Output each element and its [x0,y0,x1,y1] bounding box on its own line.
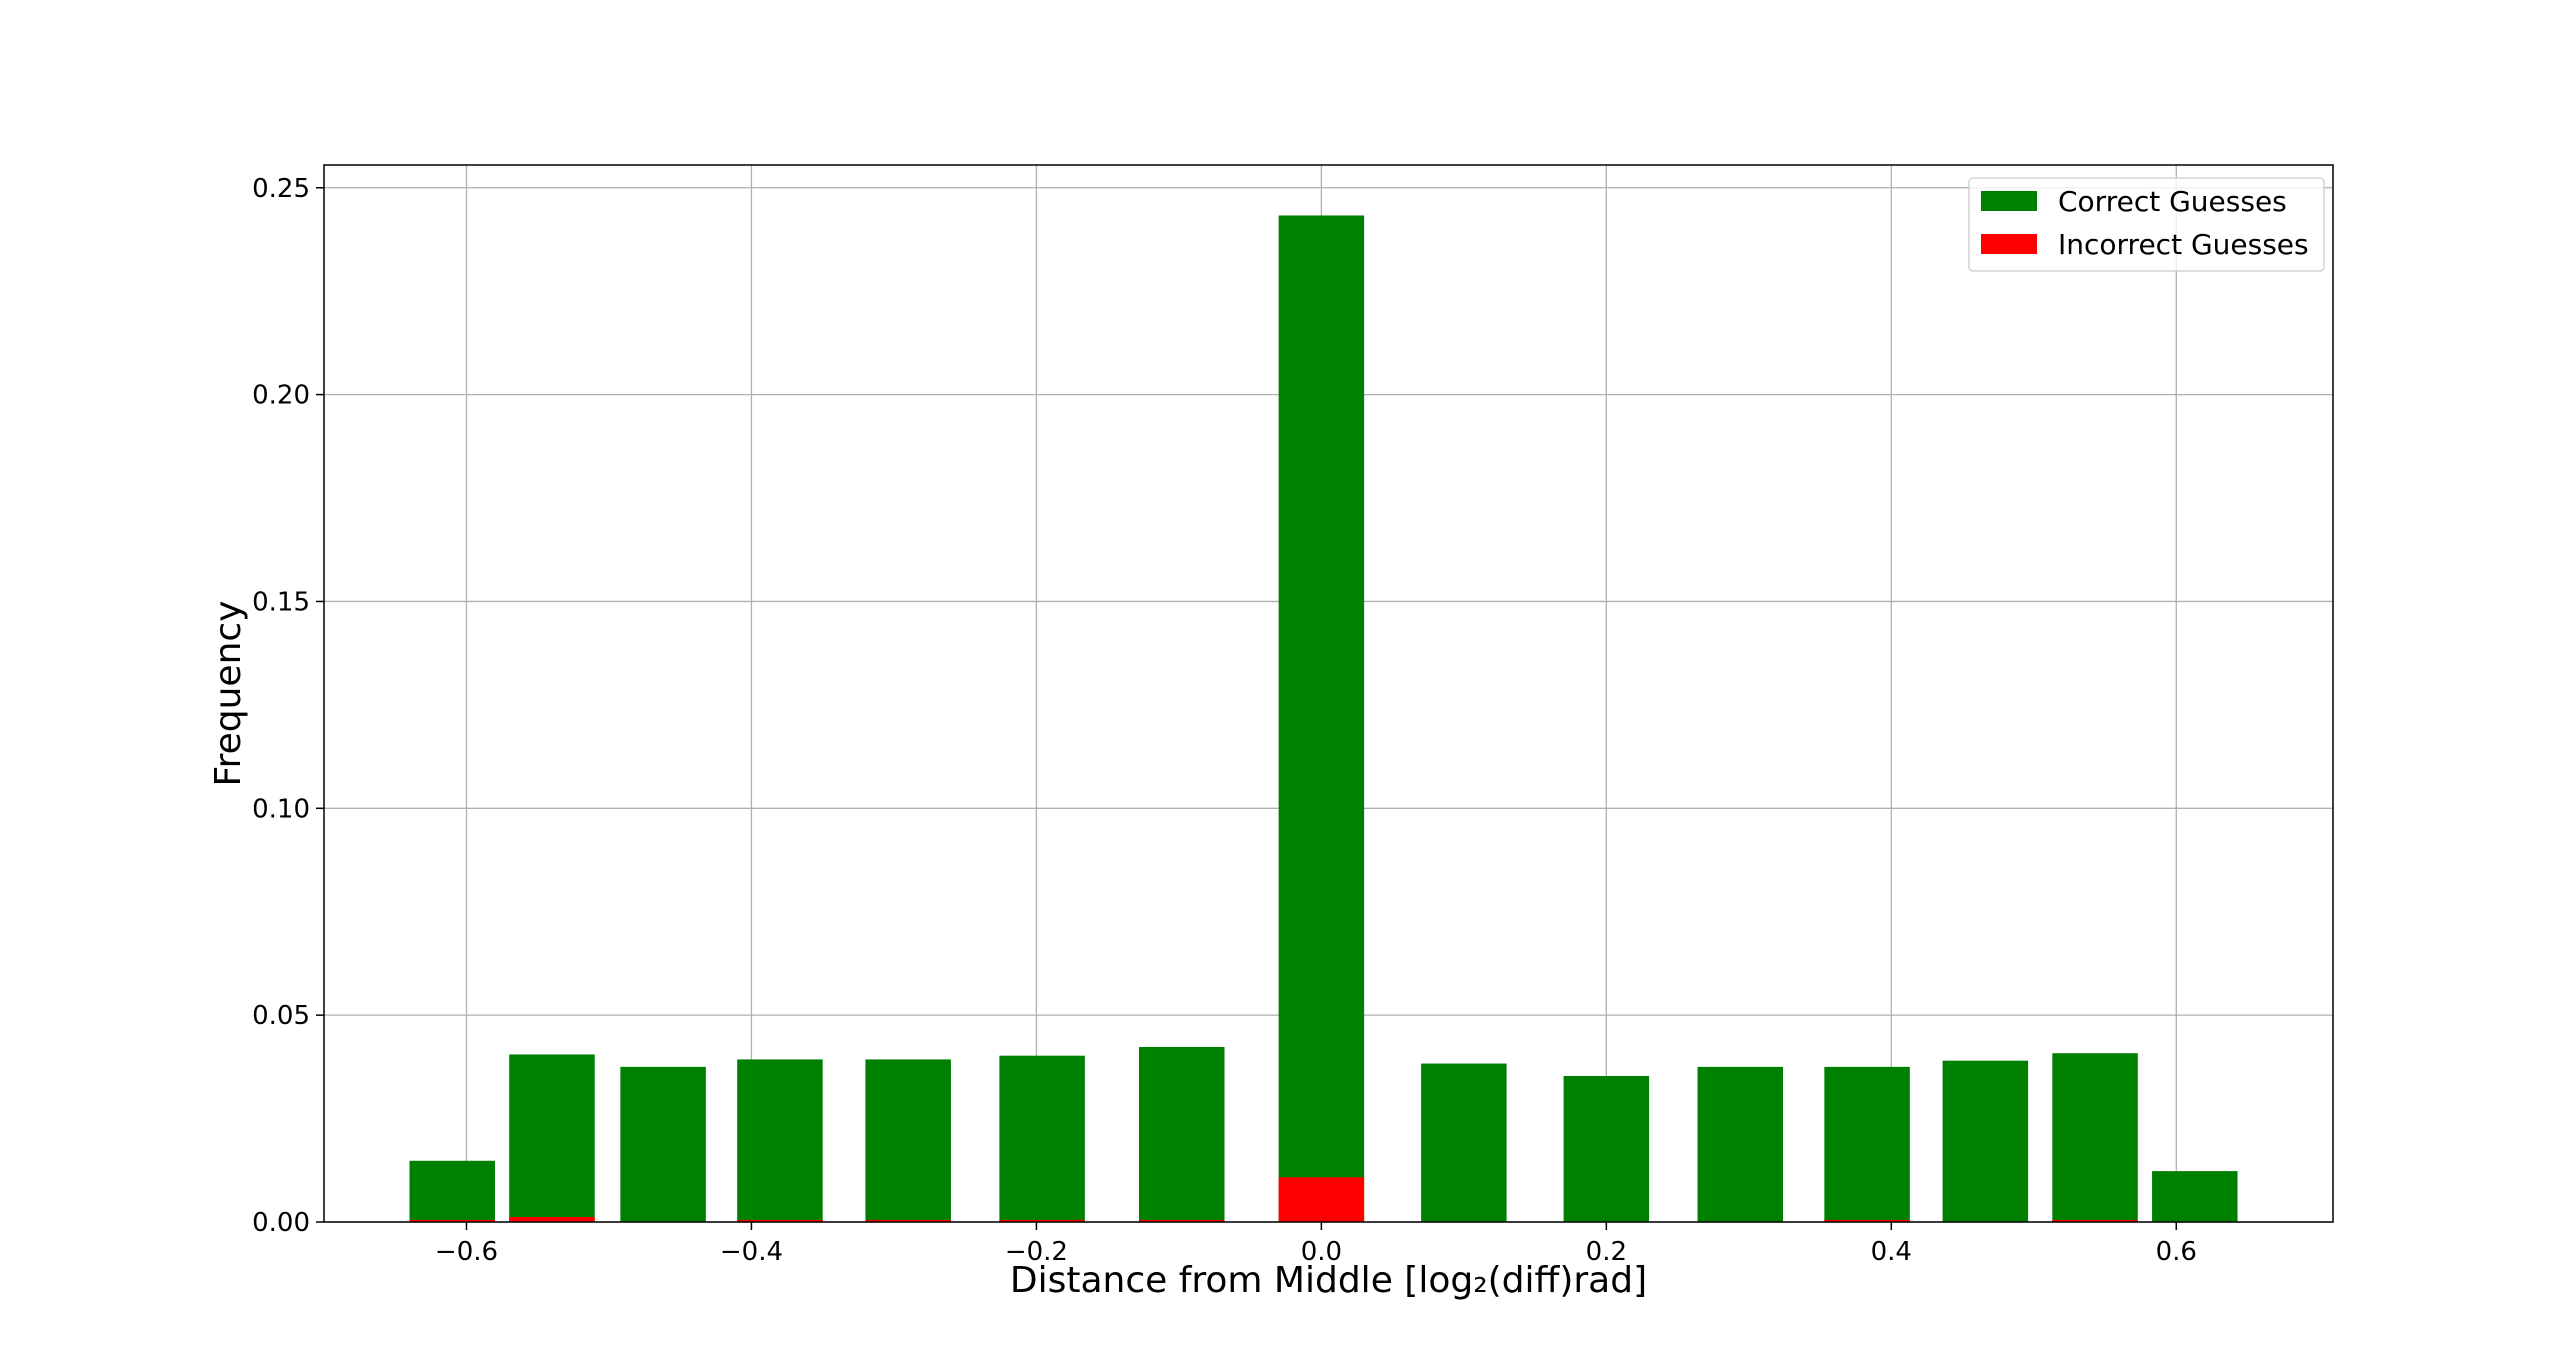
bar-correct [865,1059,950,1222]
bar-correct [1824,1067,1909,1222]
bar-correct [509,1054,594,1222]
bar-correct [2152,1171,2237,1222]
x-tick-label: 0.4 [1871,1237,1912,1267]
bar-correct [1564,1076,1649,1222]
y-tick-label: 0.15 [252,587,310,617]
legend-label-correct: Correct Guesses [2058,185,2287,218]
bar-correct [1943,1061,2028,1222]
y-tick-label: 0.10 [252,794,310,824]
bar-correct [1279,215,1364,1222]
bar-correct [1139,1047,1224,1222]
y-tick-label: 0.25 [252,174,310,204]
legend-swatch-incorrect [1981,234,2037,254]
bar-correct [1421,1064,1506,1222]
y-axis-label: Frequency [208,601,249,787]
bar-correct [409,1161,494,1222]
y-tick-label: 0.05 [252,1001,310,1031]
legend-label-incorrect: Incorrect Guesses [2058,228,2309,261]
legend-swatch-correct [1981,191,2037,211]
bars [409,215,2237,1222]
y-tick-label: 0.00 [252,1208,310,1238]
y-tick-label: 0.20 [252,381,310,411]
bar-correct [737,1059,822,1222]
bar-correct [620,1067,705,1222]
x-tick-label: −0.4 [720,1237,783,1267]
bar-correct [1698,1067,1783,1222]
bar-correct [2052,1053,2137,1222]
x-axis-label: Distance from Middle [log₂(diff)rad] [1010,1260,1647,1301]
x-tick-label: 0.6 [2156,1237,2197,1267]
bar-correct [999,1056,1084,1222]
x-tick-label: −0.6 [435,1237,498,1267]
legend: Correct Guesses Incorrect Guesses [1969,178,2324,271]
bar-incorrect [1279,1177,1364,1222]
